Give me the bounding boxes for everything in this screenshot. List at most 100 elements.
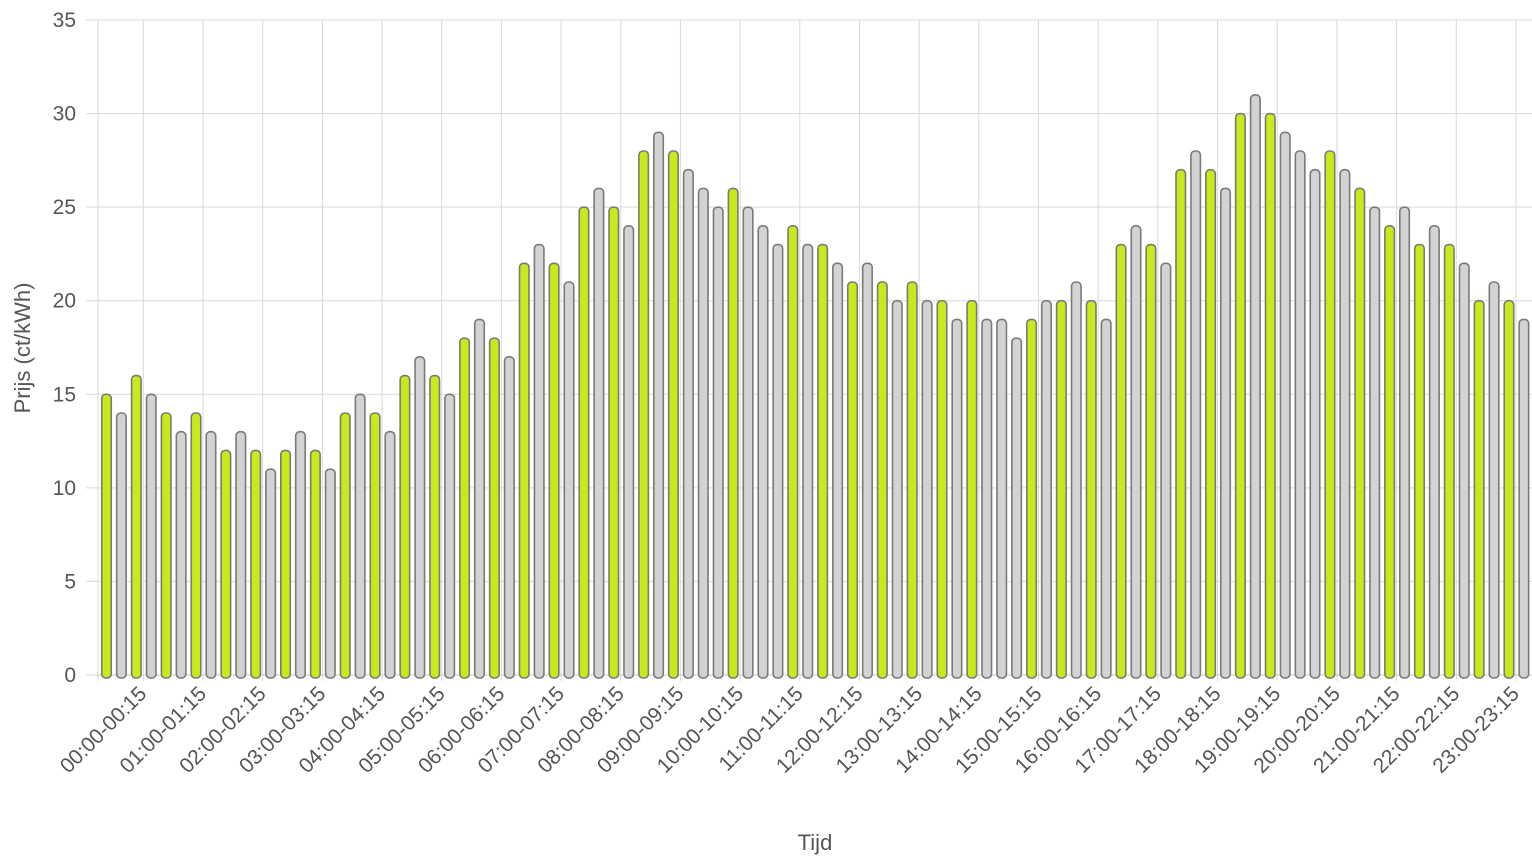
bar[interactable] [623, 225, 635, 679]
bar[interactable] [205, 430, 217, 679]
bar[interactable] [951, 318, 963, 679]
bar[interactable] [279, 449, 292, 679]
bar[interactable] [667, 150, 680, 679]
bar[interactable] [265, 468, 277, 679]
bar[interactable] [876, 281, 888, 679]
y-axis-ticks: 0 5 10 15 20 25 30 35 [53, 9, 76, 687]
bar[interactable] [1354, 187, 1366, 679]
bar[interactable] [145, 393, 157, 679]
bar[interactable] [309, 449, 321, 679]
bar[interactable] [1160, 262, 1172, 679]
y-tick-label: 10 [53, 477, 76, 500]
bar[interactable] [1219, 187, 1232, 679]
bar[interactable] [1040, 299, 1053, 679]
bar[interactable] [1145, 243, 1157, 679]
bar[interactable] [1294, 150, 1306, 679]
bar[interactable] [787, 225, 799, 679]
bar[interactable] [220, 449, 232, 679]
bar[interactable] [100, 393, 113, 679]
bar[interactable] [473, 318, 486, 679]
bar[interactable] [981, 318, 993, 679]
bar[interactable] [1115, 243, 1127, 679]
bar[interactable] [444, 393, 456, 679]
bar[interactable] [563, 281, 575, 679]
bar[interactable] [802, 243, 814, 679]
bar[interactable] [1249, 94, 1261, 679]
bar[interactable] [1324, 150, 1336, 679]
bar[interactable] [712, 206, 724, 679]
bar[interactable] [414, 356, 426, 679]
bar[interactable] [996, 318, 1008, 679]
bar[interactable] [757, 225, 769, 679]
bar[interactable] [518, 262, 530, 679]
bar[interactable] [697, 187, 709, 679]
bar[interactable] [861, 262, 873, 679]
y-tick-label: 15 [53, 383, 76, 406]
bar[interactable] [1443, 243, 1455, 679]
bar[interactable] [608, 206, 620, 679]
bar[interactable] [1458, 262, 1470, 679]
bar[interactable] [324, 468, 336, 679]
bar[interactable] [429, 374, 441, 679]
bar[interactable] [503, 356, 515, 679]
bar[interactable] [339, 412, 351, 679]
bar[interactable] [966, 299, 978, 679]
bar[interactable] [1264, 112, 1276, 679]
bar[interactable] [1473, 299, 1485, 679]
bar[interactable] [1503, 299, 1515, 679]
bar[interactable] [384, 430, 396, 679]
bar[interactable] [906, 281, 918, 679]
bar[interactable] [593, 187, 605, 679]
bar[interactable] [921, 299, 933, 679]
bar[interactable] [817, 243, 829, 679]
bar[interactable] [1398, 206, 1411, 679]
bar[interactable] [1205, 168, 1217, 679]
bar[interactable] [846, 281, 859, 679]
bar[interactable] [160, 412, 172, 679]
bar[interactable] [548, 262, 560, 679]
bar[interactable] [1339, 168, 1351, 679]
bar[interactable] [1175, 168, 1187, 679]
bar[interactable] [772, 243, 784, 679]
bar[interactable] [1488, 281, 1500, 679]
y-tick-label: 30 [53, 103, 76, 126]
bar[interactable] [832, 262, 844, 679]
bar[interactable] [891, 299, 903, 679]
bar[interactable] [1011, 337, 1023, 679]
bar[interactable] [578, 206, 590, 679]
bar[interactable] [190, 412, 202, 679]
bar[interactable] [682, 168, 694, 679]
bar[interactable] [1234, 112, 1246, 679]
bar[interactable] [1190, 150, 1202, 679]
bar[interactable] [1025, 318, 1038, 679]
bar[interactable] [130, 374, 142, 679]
bar[interactable] [1384, 225, 1396, 679]
bar[interactable] [652, 131, 665, 679]
bar[interactable] [294, 430, 307, 679]
bar[interactable] [488, 337, 500, 679]
bar[interactable] [1518, 318, 1530, 679]
bar[interactable] [459, 337, 471, 679]
bar[interactable] [1070, 281, 1082, 679]
bar[interactable] [727, 187, 739, 679]
bar[interactable] [399, 374, 411, 679]
bar[interactable] [1130, 225, 1142, 679]
bar[interactable] [1413, 243, 1426, 679]
bar[interactable] [1100, 318, 1112, 679]
bar[interactable] [1085, 299, 1097, 679]
bar[interactable] [115, 412, 127, 679]
bar[interactable] [742, 206, 754, 679]
bar[interactable] [1309, 168, 1321, 679]
bar[interactable] [175, 430, 187, 679]
bar[interactable] [1428, 225, 1440, 679]
bar[interactable] [369, 412, 381, 679]
bar[interactable] [354, 393, 366, 679]
bar[interactable] [235, 430, 247, 679]
bar[interactable] [936, 299, 948, 679]
bar[interactable] [1279, 131, 1291, 679]
bar[interactable] [1369, 206, 1381, 679]
bar[interactable] [1055, 299, 1067, 679]
bar[interactable] [638, 150, 650, 679]
bar[interactable] [250, 449, 262, 679]
bar[interactable] [533, 243, 545, 679]
